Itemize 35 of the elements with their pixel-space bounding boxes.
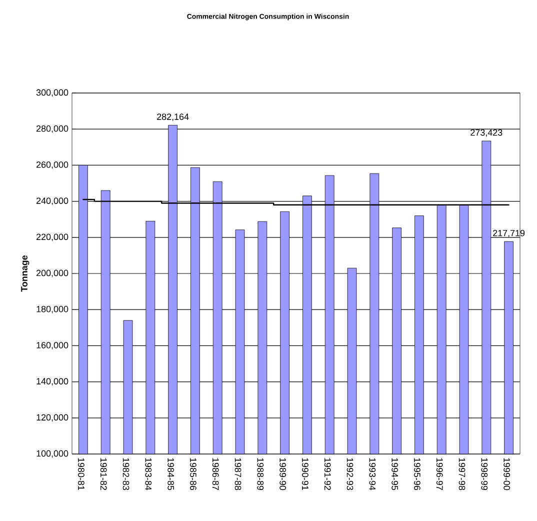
data-label: 273,423 xyxy=(470,129,502,137)
x-tick-label: 1980-81 xyxy=(78,458,84,490)
x-tick-label: 1987-88 xyxy=(234,458,242,490)
x-tick-label: 1989-90 xyxy=(280,458,286,490)
x-tick-label: 1984-85 xyxy=(168,458,174,490)
x-tick-label: 1990-91 xyxy=(302,458,308,490)
y-tick-label: 240,000 xyxy=(36,198,68,205)
y-tick-label: 220,000 xyxy=(36,234,68,242)
x-tick-label: 1991-92 xyxy=(324,458,331,490)
y-tick-label: 180,000 xyxy=(36,306,68,314)
x-tick-label: 1996-97 xyxy=(436,458,443,490)
x-tick-label: 1992-93 xyxy=(346,458,354,490)
y-tick-label: 280,000 xyxy=(36,125,68,133)
data-label: 217,719 xyxy=(493,230,525,238)
x-tick-label: 1994-95 xyxy=(392,458,398,490)
x-tick-label: 1981-82 xyxy=(100,458,107,490)
y-tick-label: 160,000 xyxy=(36,342,68,350)
data-label: 282,164 xyxy=(157,114,189,121)
x-tick-label: 1986-87 xyxy=(212,458,219,490)
y-axis-title: Tonnage xyxy=(21,255,30,292)
x-tick-label: 1998-99 xyxy=(481,458,488,490)
y-tick-label: 100,000 xyxy=(36,450,68,458)
x-tick-label: 1985-86 xyxy=(190,458,196,490)
x-tick-label: 1995-96 xyxy=(414,458,420,490)
y-tick-label: 300,000 xyxy=(36,89,68,97)
x-tick-label: 1993-94 xyxy=(369,458,376,490)
y-tick-label: 140,000 xyxy=(36,378,68,386)
y-tick-label: 200,000 xyxy=(36,270,68,278)
x-tick-label: 1983-84 xyxy=(145,458,152,490)
y-tick-label: 120,000 xyxy=(36,414,68,422)
x-tick-label: 1982-83 xyxy=(122,458,130,490)
x-tick-label: 1999-00 xyxy=(504,458,510,490)
x-tick-label: 1997-98 xyxy=(458,458,466,490)
y-tick-label: 260,000 xyxy=(36,161,68,169)
x-tick-label: 1988-89 xyxy=(257,458,264,490)
